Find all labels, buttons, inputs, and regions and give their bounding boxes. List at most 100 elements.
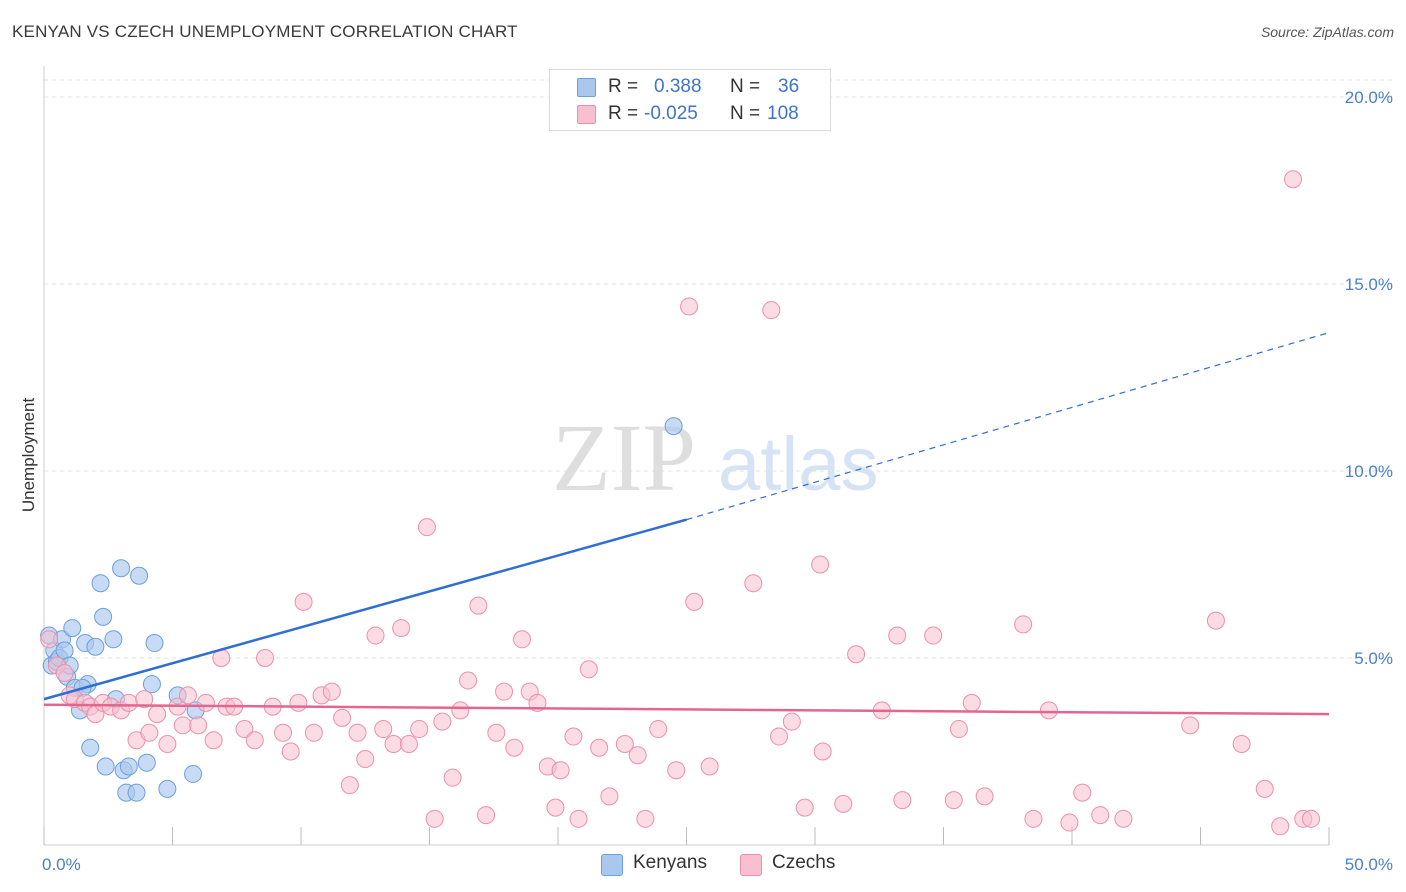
czech-point [433, 712, 452, 731]
czechs-trend-line [43, 703, 1330, 716]
czech-point [245, 731, 264, 750]
stats-legend: R = 0.388 N = 36 R = -0.025 N = 108 [549, 69, 831, 131]
czechs-series [40, 170, 1321, 836]
czechs-legend-swatch [740, 854, 762, 876]
czech-point [600, 787, 619, 806]
czech-point [178, 686, 197, 705]
czech-point [795, 798, 814, 817]
kenyan-point [81, 738, 100, 757]
czech-point [204, 731, 223, 750]
czech-point [281, 742, 300, 761]
czech-point [333, 708, 352, 727]
czech-point [1114, 809, 1133, 828]
czech-point [294, 592, 313, 611]
czech-point [196, 693, 215, 712]
czech-point [1060, 813, 1079, 832]
czech-point [949, 720, 968, 739]
legend-row-kenyans: R = 0.388 N = 36 [550, 74, 830, 100]
czech-point [477, 806, 496, 825]
legend-r-label: R = [608, 103, 639, 124]
czech-point [140, 723, 159, 742]
czech-point [1014, 615, 1033, 634]
czech-point [893, 791, 912, 810]
czech-point [744, 574, 763, 593]
kenyan-point [130, 566, 149, 585]
czech-point [495, 682, 514, 701]
czech-point [1302, 809, 1321, 828]
czech-point [813, 742, 832, 761]
czech-point [173, 716, 192, 735]
czech-point [770, 727, 789, 746]
czech-point [590, 738, 609, 757]
czech-point [417, 518, 436, 537]
legend-n-value: 108 [767, 103, 799, 124]
kenyans-trend-line [43, 518, 687, 701]
czech-point [1181, 716, 1200, 735]
czech-point [782, 712, 801, 731]
czech-point [1271, 817, 1290, 836]
czechs-swatch [577, 105, 596, 124]
legend-r-label: R = [608, 76, 639, 97]
czech-point [513, 630, 532, 649]
czech-point [1284, 170, 1303, 189]
czechs-legend-label: Czechs [772, 852, 836, 873]
czech-point [505, 738, 524, 757]
czech-point [667, 761, 686, 780]
kenyan-point [86, 637, 105, 656]
trend-lines [43, 332, 1330, 716]
czech-point [304, 723, 323, 742]
czech-point [348, 723, 367, 742]
kenyan-point [127, 783, 146, 802]
czech-point [1255, 779, 1274, 798]
axes: 5.0% 10.0% 15.0% 20.0% [43, 66, 1393, 846]
czech-point [1039, 701, 1058, 720]
legend-row-czechs: R = -0.025 N = 108 [550, 101, 830, 127]
kenyan-point [158, 779, 177, 798]
kenyans-trend-projection [686, 332, 1330, 521]
kenyan-point [145, 634, 164, 653]
kenyan-point [184, 764, 203, 783]
y-tick-label: 15.0% [1345, 275, 1393, 294]
czech-point [1091, 806, 1110, 825]
czech-point [384, 735, 403, 754]
czech-point [392, 619, 411, 638]
legend-r-value: 0.388 [654, 76, 702, 97]
czech-point [235, 720, 254, 739]
czech-point [1024, 809, 1043, 828]
czech-point [469, 596, 488, 615]
czech-point [340, 776, 359, 795]
x-tick-label-min: 0.0% [42, 855, 81, 874]
czech-point [443, 768, 462, 787]
czech-point [189, 716, 208, 735]
czech-point [322, 682, 341, 701]
kenyan-point [137, 753, 156, 772]
kenyans-swatch [577, 78, 596, 97]
czech-point [425, 809, 444, 828]
kenyan-point [104, 630, 123, 649]
y-tick-label: 5.0% [1354, 649, 1393, 668]
czech-point [579, 660, 598, 679]
kenyans-legend-swatch [601, 854, 623, 876]
kenyan-point [142, 675, 161, 694]
kenyan-point [119, 757, 138, 776]
czech-point [374, 720, 393, 739]
czech-point [366, 626, 385, 645]
czech-point [274, 723, 293, 742]
legend-n-label: N = [730, 76, 761, 97]
czech-point [459, 671, 478, 690]
watermark-atlas: atlas [718, 422, 879, 507]
czech-point [944, 791, 963, 810]
czech-point [975, 787, 994, 806]
czech-point [685, 592, 704, 611]
x-tick-label-max: 50.0% [1345, 855, 1393, 874]
kenyan-point [55, 641, 74, 660]
chart-title: KENYAN VS CZECH UNEMPLOYMENT CORRELATION… [12, 22, 518, 41]
kenyan-point [96, 757, 115, 776]
watermark: ZIP atlas [552, 404, 879, 511]
czech-point [256, 649, 275, 667]
source-label: Source: ZipAtlas.com [1260, 24, 1394, 40]
czech-point [615, 735, 634, 754]
czech-point [40, 630, 59, 649]
czech-point [289, 693, 308, 712]
czech-point [811, 555, 830, 574]
